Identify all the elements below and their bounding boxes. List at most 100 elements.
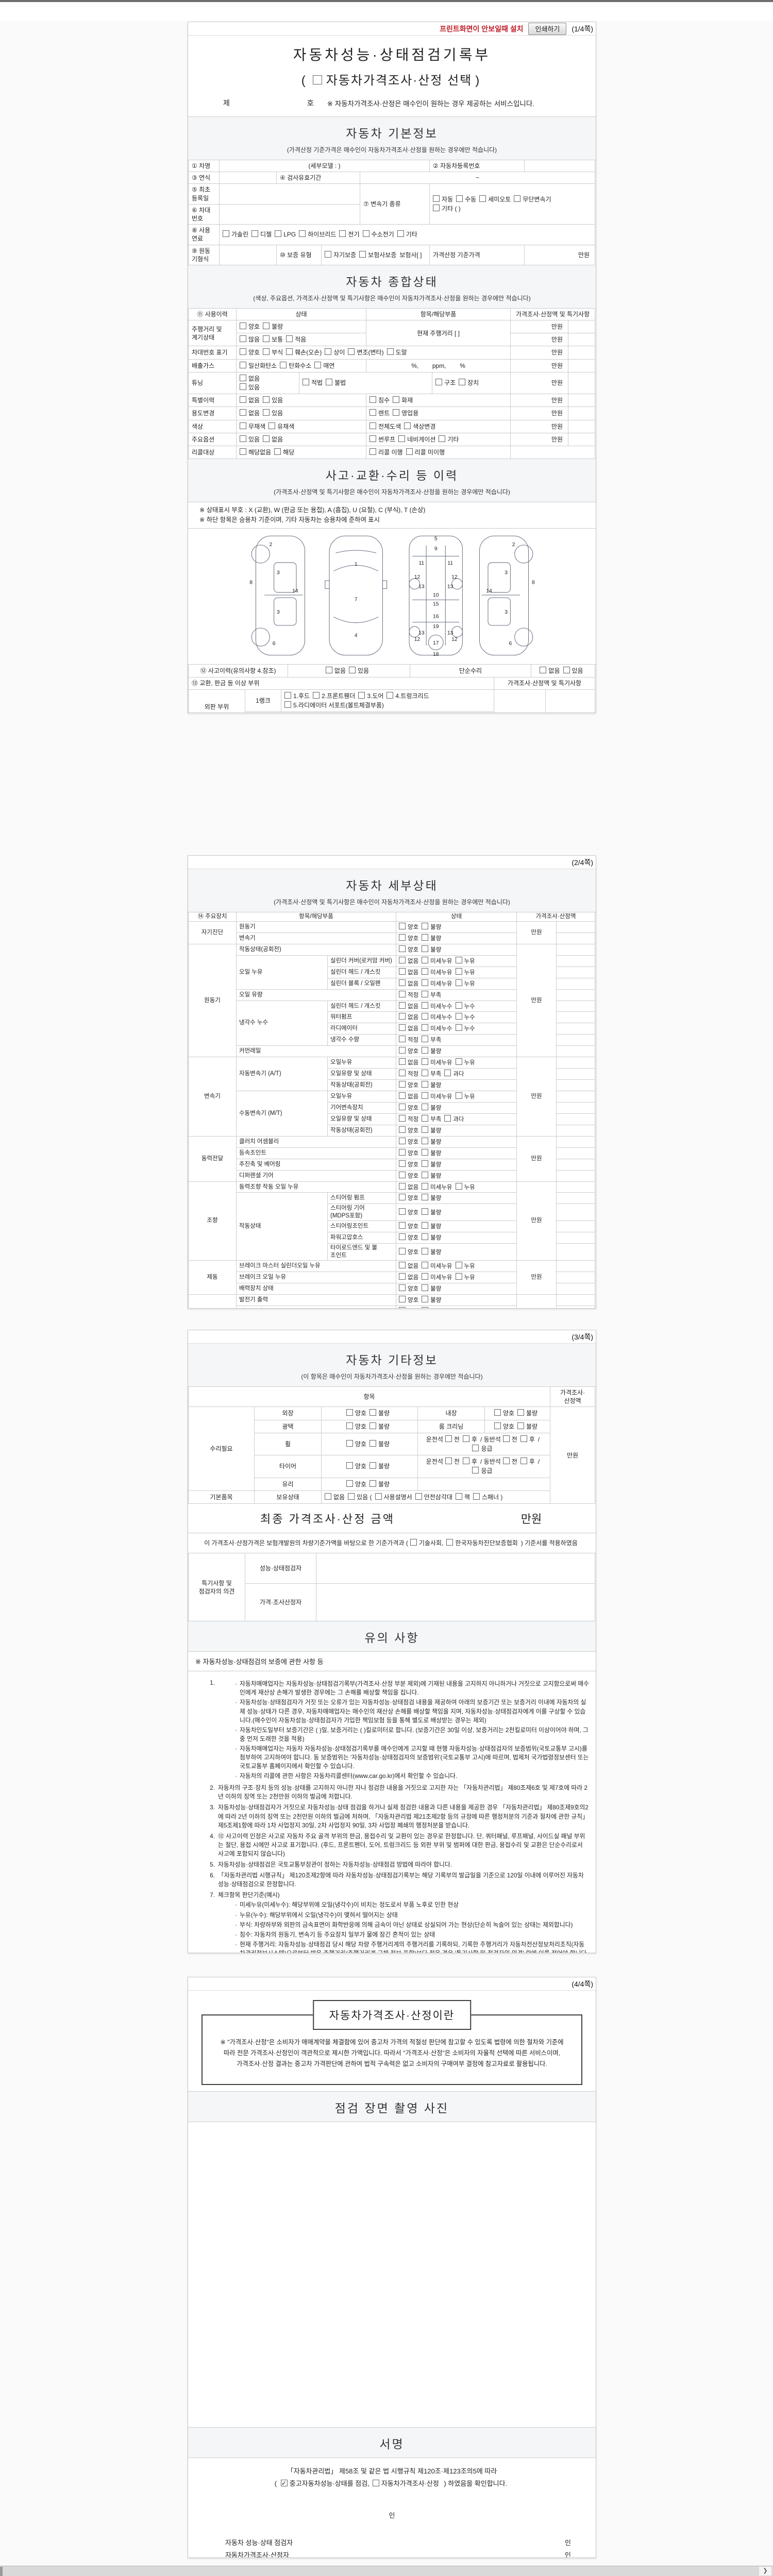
- checkbox[interactable]: [369, 422, 377, 429]
- scrollbar-thumb[interactable]: [0, 2567, 3, 2576]
- scroll-right-button[interactable]: ❯: [759, 2567, 771, 2575]
- checkbox[interactable]: [369, 396, 377, 403]
- checkbox[interactable]: [240, 361, 246, 368]
- checkbox[interactable]: [346, 1439, 353, 1447]
- checkbox[interactable]: [455, 1013, 462, 1020]
- checkbox[interactable]: [325, 1493, 331, 1500]
- checkbox[interactable]: [312, 75, 322, 84]
- checkbox[interactable]: [299, 230, 306, 238]
- checkbox[interactable]: [399, 1103, 406, 1110]
- checkbox[interactable]: [399, 1160, 406, 1167]
- checkbox[interactable]: [313, 691, 320, 699]
- checkbox[interactable]: [422, 1081, 429, 1088]
- checkbox[interactable]: [455, 968, 462, 975]
- checkbox[interactable]: [399, 968, 406, 975]
- checkbox[interactable]: [369, 435, 377, 442]
- checkbox[interactable]: [240, 435, 246, 442]
- checkbox[interactable]: [455, 1002, 462, 1009]
- checkbox[interactable]: [422, 1024, 429, 1031]
- checkbox[interactable]: [240, 409, 246, 416]
- checkbox[interactable]: [422, 956, 429, 963]
- checkbox[interactable]: [369, 1462, 376, 1469]
- checkbox[interactable]: [386, 348, 394, 355]
- checkbox[interactable]: [369, 1422, 376, 1429]
- checkbox[interactable]: [399, 1247, 406, 1255]
- checkbox[interactable]: [399, 1126, 406, 1133]
- checkbox[interactable]: [422, 1092, 429, 1099]
- checkbox[interactable]: [456, 195, 463, 202]
- print-install-link[interactable]: 프린트화면이 안보일때 설치: [440, 24, 524, 33]
- checkbox[interactable]: [240, 323, 246, 330]
- checkbox[interactable]: [284, 691, 291, 699]
- checkbox[interactable]: [393, 409, 400, 416]
- checkbox[interactable]: [399, 1148, 406, 1156]
- checkbox[interactable]: [422, 1013, 429, 1020]
- checkbox[interactable]: [422, 1284, 429, 1291]
- checkbox[interactable]: [399, 934, 406, 941]
- checkbox[interactable]: [433, 205, 440, 212]
- checkbox[interactable]: [422, 1171, 429, 1178]
- checkbox[interactable]: [398, 435, 406, 442]
- checkbox[interactable]: [240, 383, 246, 390]
- checkbox[interactable]: [502, 1458, 510, 1465]
- checkbox[interactable]: [422, 1058, 429, 1065]
- checkbox[interactable]: [455, 1092, 462, 1099]
- checkbox[interactable]: [399, 1182, 406, 1190]
- checkbox[interactable]: [399, 1081, 406, 1088]
- checkbox[interactable]: [240, 335, 246, 343]
- checkbox[interactable]: [422, 1295, 429, 1302]
- checkbox[interactable]: [455, 1182, 462, 1190]
- checkbox[interactable]: [339, 230, 346, 238]
- checkbox[interactable]: [399, 1284, 406, 1291]
- checkbox[interactable]: [399, 1171, 406, 1178]
- checkbox[interactable]: [399, 1233, 406, 1241]
- checkbox[interactable]: [325, 667, 332, 674]
- checkbox[interactable]: [268, 422, 276, 429]
- checkbox[interactable]: [399, 945, 406, 952]
- checkbox[interactable]: [346, 1422, 353, 1429]
- checkbox[interactable]: [455, 1024, 462, 1031]
- checkbox[interactable]: [399, 1002, 406, 1009]
- checkbox[interactable]: [348, 348, 355, 355]
- checkbox[interactable]: [274, 448, 281, 455]
- checkbox[interactable]: [369, 448, 377, 455]
- checkbox[interactable]: [399, 1024, 406, 1031]
- checkbox[interactable]: [439, 435, 446, 442]
- checkbox[interactable]: [422, 990, 429, 997]
- checkbox[interactable]: [422, 1222, 429, 1229]
- checkbox[interactable]: [455, 1058, 462, 1065]
- checkbox[interactable]: [349, 667, 356, 674]
- checkbox[interactable]: [422, 1070, 429, 1077]
- checkbox[interactable]: [445, 1435, 452, 1442]
- checkbox[interactable]: [263, 348, 270, 355]
- checkbox[interactable]: [422, 1194, 429, 1201]
- checkbox[interactable]: [422, 979, 429, 986]
- checkbox[interactable]: [422, 1047, 429, 1054]
- checkbox[interactable]: [446, 1538, 453, 1546]
- checkbox[interactable]: [399, 1137, 406, 1144]
- checkbox[interactable]: [369, 1409, 376, 1416]
- checkbox[interactable]: [286, 335, 293, 343]
- checkbox[interactable]: [346, 1462, 353, 1469]
- checkbox[interactable]: [422, 1262, 429, 1268]
- checkbox[interactable]: [459, 379, 466, 386]
- checkbox[interactable]: [326, 379, 333, 386]
- checkbox[interactable]: [280, 361, 287, 368]
- checkbox[interactable]: [472, 1444, 479, 1451]
- checkbox[interactable]: [346, 1409, 353, 1416]
- checkbox[interactable]: [399, 1262, 406, 1268]
- checkbox[interactable]: [397, 230, 404, 238]
- checkbox[interactable]: [280, 2479, 288, 2488]
- checkbox[interactable]: [263, 435, 270, 442]
- checkbox[interactable]: [455, 979, 462, 986]
- checkbox[interactable]: [263, 335, 270, 343]
- checkbox[interactable]: [399, 1114, 406, 1122]
- checkbox[interactable]: [399, 1208, 406, 1215]
- checkbox[interactable]: [358, 691, 365, 699]
- checkbox[interactable]: [263, 396, 270, 403]
- checkbox[interactable]: [520, 1458, 527, 1465]
- checkbox[interactable]: [275, 230, 282, 238]
- checkbox[interactable]: [517, 1422, 524, 1429]
- checkbox[interactable]: [444, 1070, 451, 1077]
- checkbox[interactable]: [399, 1194, 406, 1201]
